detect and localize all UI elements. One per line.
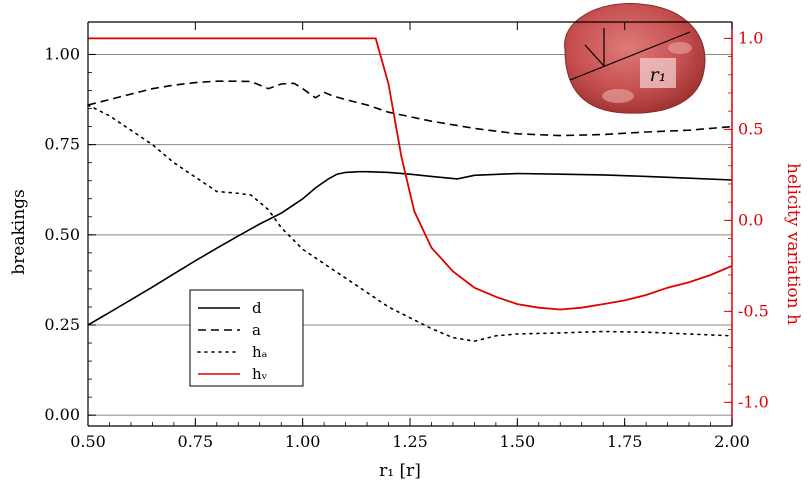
x-tick-label: 0.50 bbox=[70, 432, 106, 451]
y-tick-label: 1.00 bbox=[44, 44, 80, 63]
y2-tick-label: 0.0 bbox=[738, 210, 763, 229]
y2-tick-label: 1.0 bbox=[738, 28, 763, 47]
y-tick-label: 0.75 bbox=[44, 135, 80, 154]
x-tick-label: 0.75 bbox=[178, 432, 214, 451]
x-tick-label: 1.50 bbox=[500, 432, 536, 451]
inset-label: r₁ bbox=[650, 64, 667, 86]
x-tick-label: 1.75 bbox=[607, 432, 643, 451]
axes: 0.50 0.75 1.00 1.25 1.50 1.75 2.000.000.250.50… bbox=[44, 21, 769, 451]
inset-highlight bbox=[602, 89, 634, 103]
legend-label: hᵥ bbox=[252, 365, 268, 383]
y2-tick-label: -1.0 bbox=[738, 392, 769, 411]
legend: da hₐ hᵥ bbox=[189, 289, 304, 387]
inset-axis-line bbox=[569, 31, 691, 81]
inset-highlight bbox=[668, 42, 692, 54]
y2-axis-label: helicity variation h bbox=[783, 163, 803, 325]
x-axis-label: r₁ [r] bbox=[379, 461, 421, 481]
x-tick-label: 1.00 bbox=[285, 432, 321, 451]
y2-tick-label: -0.5 bbox=[738, 301, 769, 320]
series-line-3 bbox=[87, 104, 733, 343]
legend-box bbox=[189, 289, 304, 387]
y-tick-label: 0.50 bbox=[44, 225, 80, 244]
series-line-2 bbox=[87, 80, 733, 137]
inset-axis-tick bbox=[584, 44, 605, 67]
legend-label: hₐ bbox=[252, 343, 268, 361]
series-line-4 bbox=[88, 37, 733, 311]
y2-tick-label: 0.5 bbox=[738, 119, 763, 138]
inset-illustration: r₁ bbox=[564, 2, 706, 114]
y-tick-label: 0.25 bbox=[44, 315, 80, 334]
legend-label: a bbox=[252, 321, 261, 339]
y-tick-label: 0.00 bbox=[44, 405, 80, 424]
legend-label: d bbox=[252, 299, 262, 317]
series-lines bbox=[87, 37, 733, 343]
y-axis-label: breakings bbox=[9, 189, 29, 275]
x-tick-label: 2.00 bbox=[714, 432, 750, 451]
inset-blob bbox=[564, 2, 706, 114]
series-line-1 bbox=[87, 170, 733, 326]
inset-label-box bbox=[640, 58, 676, 88]
x-tick-label: 1.25 bbox=[392, 432, 428, 451]
